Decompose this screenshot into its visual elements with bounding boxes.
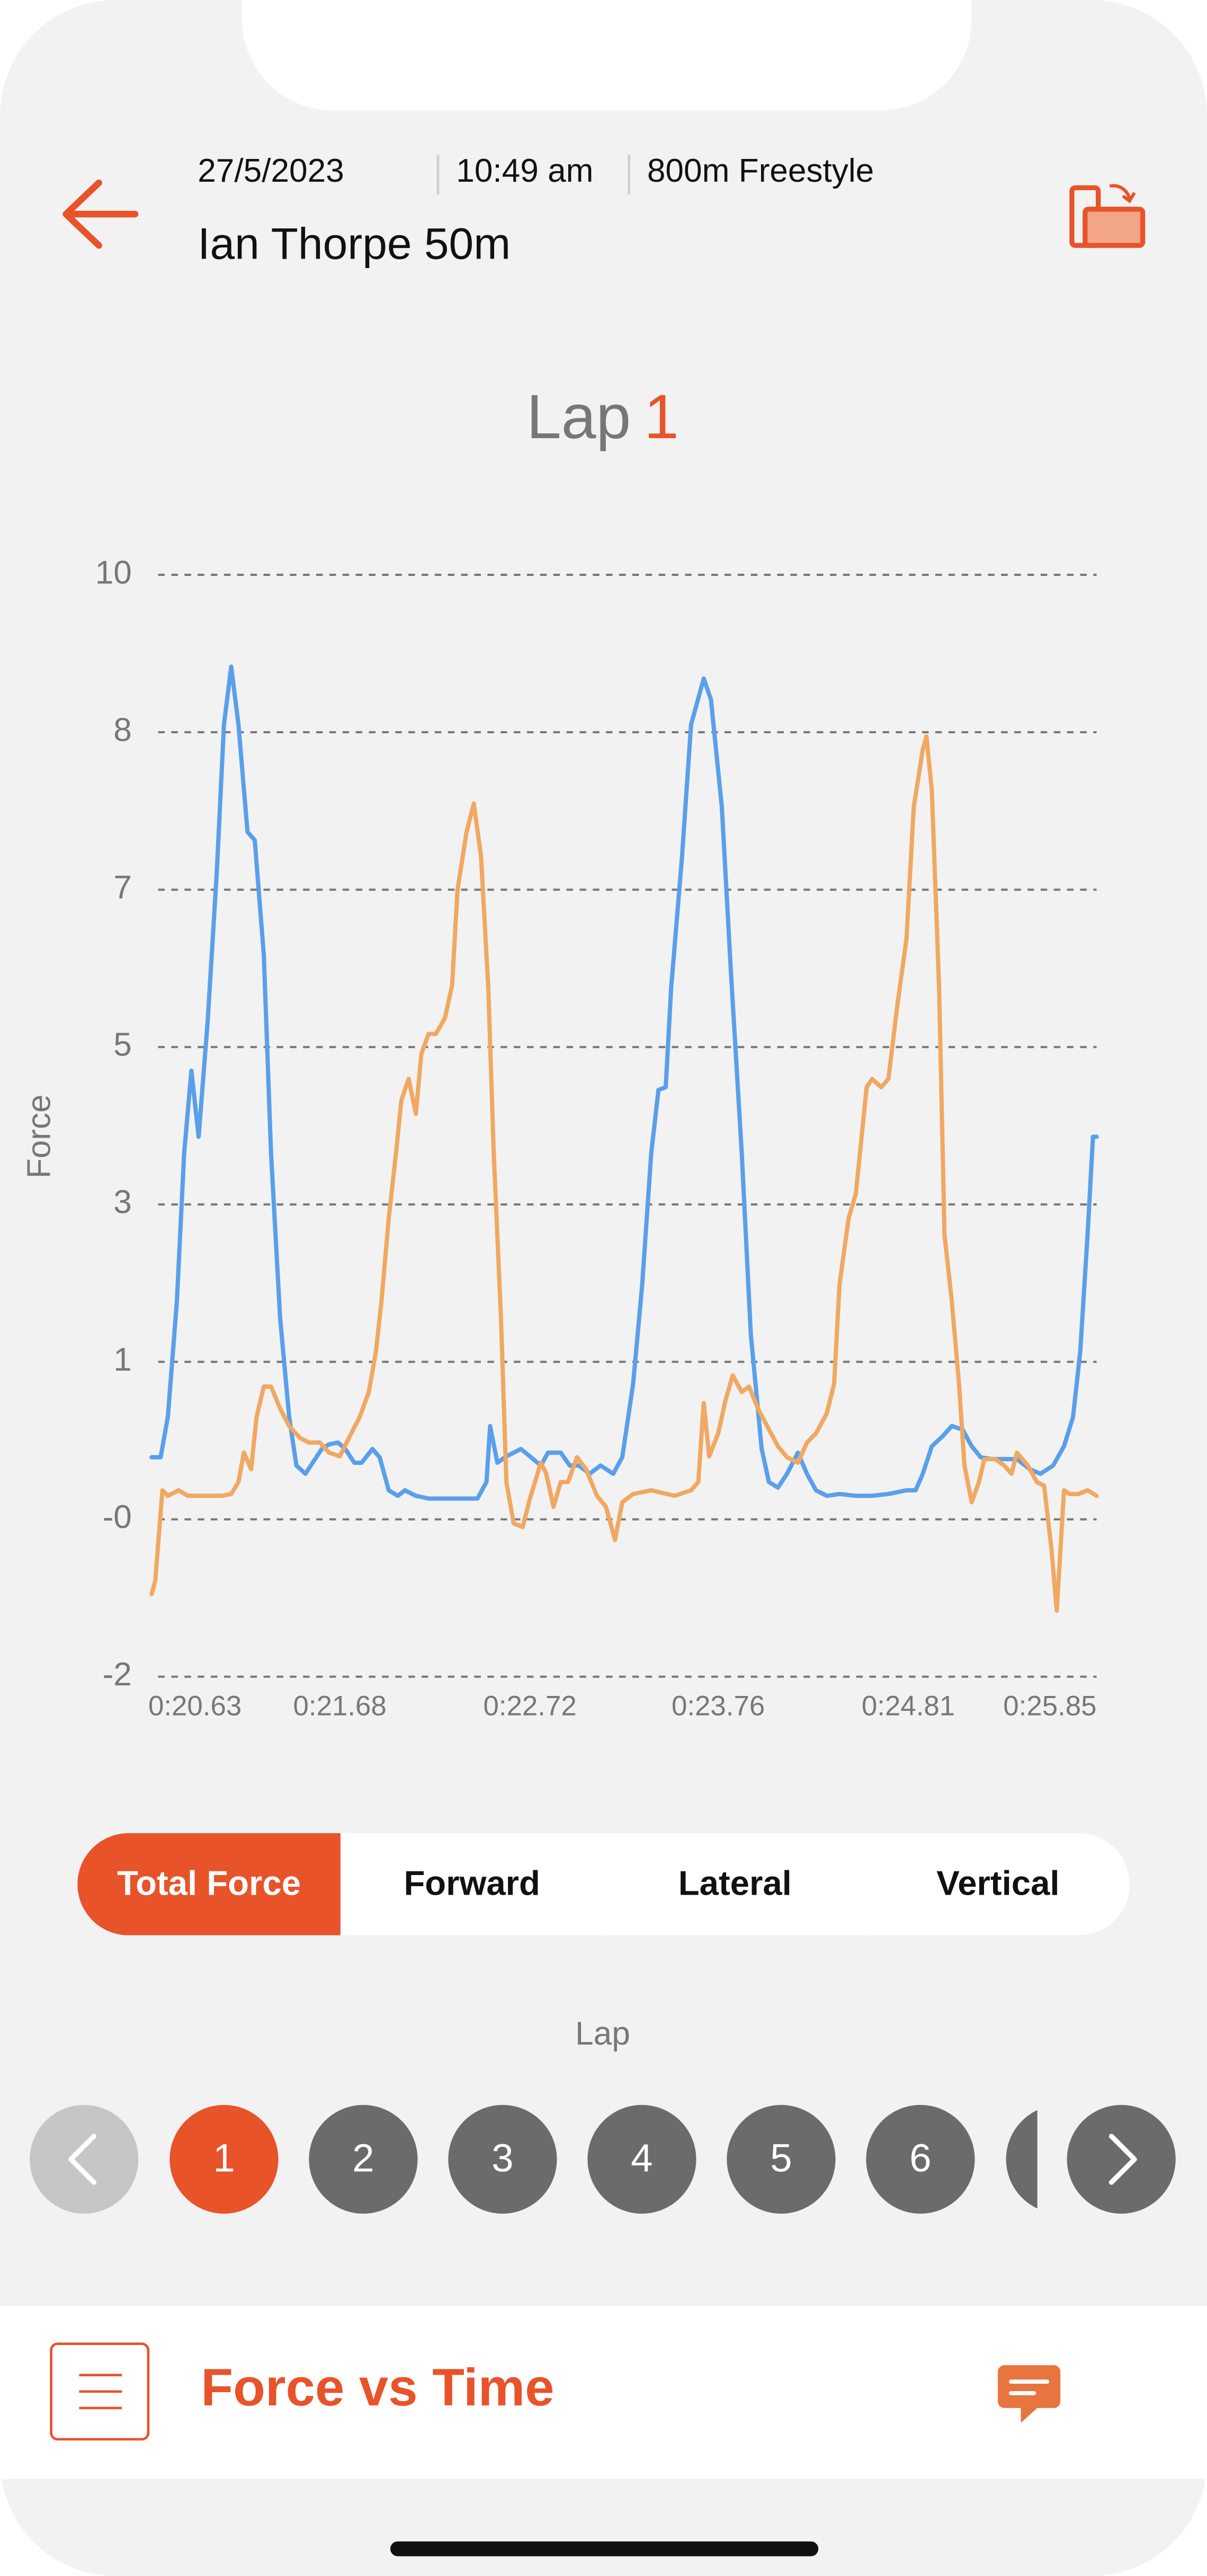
back-button[interactable]: [49, 173, 148, 255]
tab[interactable]: [603, 1833, 869, 1935]
tab-label[interactable]: Lateral: [678, 1864, 792, 1903]
menu-lines[interactable]: [79, 2374, 122, 2410]
time: 10:49 am: [456, 153, 593, 189]
x-tick-label: 0:25.85: [1003, 1691, 1096, 1722]
tab-label[interactable]: Vertical: [936, 1864, 1059, 1903]
y-tick-label: 10: [95, 554, 132, 591]
lap-button[interactable]: [309, 2104, 418, 2214]
event: 800m Freestyle: [647, 153, 874, 189]
x-tick-label: 0:23.76: [672, 1691, 765, 1722]
lap-button-active[interactable]: [169, 2104, 279, 2214]
session-title: Ian Thorpe 50m: [198, 218, 511, 268]
prev-circle[interactable]: [30, 2104, 139, 2214]
tab[interactable]: [340, 1833, 605, 1935]
lap-number[interactable]: 4: [631, 2135, 653, 2180]
chat-button[interactable]: [998, 2365, 1061, 2423]
lap-number[interactable]: 1: [213, 2135, 235, 2180]
lap-button[interactable]: [587, 2104, 696, 2214]
y-tick-label: 3: [113, 1184, 132, 1221]
lap-number[interactable]: 5: [770, 2135, 792, 2180]
lap-selector-label: Lap: [575, 2015, 630, 2052]
tab[interactable]: [866, 1833, 1131, 1935]
prev-button[interactable]: [30, 2104, 139, 2214]
next-circle[interactable]: [1067, 2104, 1176, 2214]
prev-chevron[interactable]: [68, 2134, 97, 2185]
tab-label[interactable]: Forward: [404, 1864, 540, 1903]
y-tick-label: 7: [113, 869, 132, 906]
y-tick-label: -2: [103, 1656, 132, 1693]
y-tick-label: 8: [113, 712, 132, 748]
footer-title: Force vs Time: [201, 2358, 554, 2417]
back-arrow[interactable]: [62, 179, 139, 249]
lap-heading: Lap 1: [526, 382, 679, 452]
y-tick-label: -0: [103, 1499, 132, 1535]
lap-heading-number: 1: [644, 382, 679, 452]
lap-number[interactable]: 3: [491, 2135, 514, 2180]
tab-label[interactable]: Total Force: [117, 1864, 301, 1903]
home-indicator: [390, 2541, 819, 2556]
lap-peek[interactable]: [1006, 2105, 1115, 2214]
series-line: [149, 664, 1099, 1501]
laps: 1 2 3 4 5 6: [169, 2104, 975, 2214]
lap-button[interactable]: [866, 2104, 975, 2214]
tab-labels: Total Force Forward Lateral Vertical: [117, 1864, 1059, 1903]
rotate-phone-landscape[interactable]: [1083, 207, 1146, 248]
tab-active[interactable]: [77, 1833, 342, 1935]
chat-lines[interactable]: [1009, 2379, 1050, 2395]
tabs: [77, 1833, 1131, 1935]
next-chevron[interactable]: [1108, 2134, 1137, 2185]
y-tick-label: 5: [113, 1027, 132, 1063]
x-tick-label: 0:21.68: [293, 1691, 387, 1722]
notch: [242, 0, 972, 111]
lap-button[interactable]: [448, 2104, 557, 2214]
x-tick-label: 0:20.63: [148, 1691, 242, 1722]
menu-button[interactable]: [50, 2342, 150, 2441]
x-tick-label: 0:22.72: [483, 1691, 576, 1722]
lap-number[interactable]: 2: [352, 2135, 374, 2180]
chart: Force -2 -0 1 3 5 7 8 10 0:20.63 0:21.68 0:22.72 0:…: [21, 554, 1099, 1722]
x-tick-label: 0:24.81: [862, 1691, 955, 1722]
y-tick-label: 1: [113, 1342, 132, 1378]
y-axis-label: Force: [21, 1095, 57, 1179]
rotate-arrow[interactable]: [1109, 184, 1136, 203]
rotate-icon[interactable]: [1069, 184, 1146, 248]
lap-heading-label: Lap: [526, 382, 631, 452]
date: 27/5/2023: [198, 153, 344, 189]
next-button[interactable]: [1067, 2104, 1176, 2214]
lap-button[interactable]: [727, 2104, 836, 2214]
series-line: [149, 734, 1099, 1613]
lap-number[interactable]: 6: [909, 2135, 932, 2180]
